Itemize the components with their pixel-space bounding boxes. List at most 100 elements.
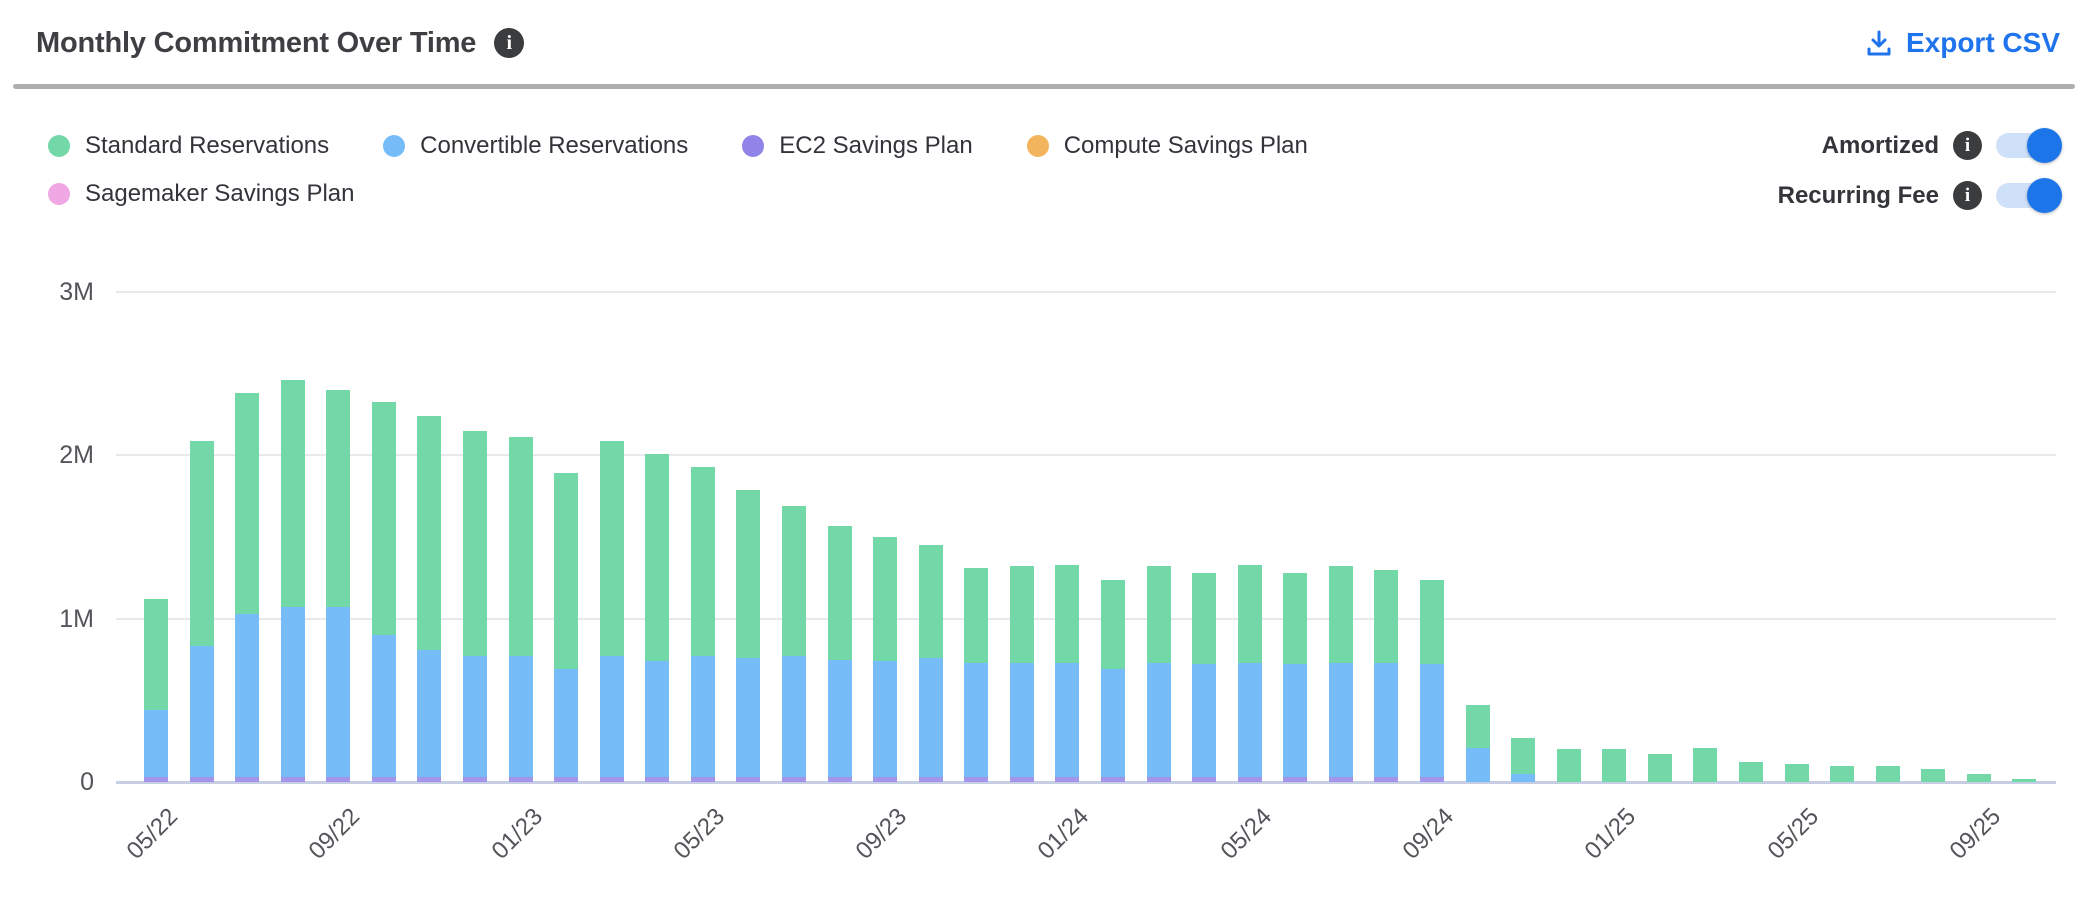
bar-segment-ec2-savings-plan-02-23	[554, 777, 579, 782]
x-axis-tick-label: 01/25	[1579, 803, 1642, 865]
bar-segment-standard-reservations-06-23	[736, 489, 761, 658]
bar-segment-standard-reservations-09-22	[326, 390, 351, 608]
toggle-group: Amortized i Recurring Fee i	[1778, 128, 2062, 213]
bar-segment-convertible-reservations-10-24	[1465, 747, 1490, 782]
legend-dot-icon	[48, 134, 70, 157]
title-info-icon[interactable]: i	[494, 28, 525, 58]
bar-segment-convertible-reservations-05-24	[1237, 662, 1262, 778]
x-axis-tick-label: 05/22	[121, 803, 184, 865]
bar-segment-convertible-reservations-10-22	[371, 635, 396, 778]
y-axis-tick-label: 3M	[59, 278, 94, 307]
toggle-label: Amortized	[1821, 131, 1939, 159]
bar-segment-ec2-savings-plan-08-22	[280, 777, 305, 782]
toggle-switch-amortized[interactable]	[1996, 128, 2062, 163]
toggle-label: Recurring Fee	[1777, 181, 1939, 209]
x-axis-tick-label: 05/25	[1762, 803, 1824, 865]
y-axis-tick-label: 2M	[59, 441, 94, 470]
bar-segment-standard-reservations-08-23	[827, 525, 852, 660]
info-icon[interactable]: i	[1953, 131, 1982, 160]
bar-segment-convertible-reservations-09-22	[326, 607, 351, 778]
bar-segment-standard-reservations-09-23	[873, 537, 898, 662]
bar-segment-standard-reservations-07-25	[1875, 765, 1900, 782]
x-axis-tick-label: 05/24	[1215, 803, 1277, 865]
bar-segment-ec2-savings-plan-11-22	[417, 777, 442, 782]
legend-item-compute-savings-plan[interactable]: Compute Savings Plan	[1026, 130, 1308, 161]
legend-item-sagemaker-savings-plan[interactable]: Sagemaker Savings Plan	[48, 178, 354, 209]
bar-segment-standard-reservations-08-22	[280, 380, 305, 608]
bar-segment-standard-reservations-11-24	[1511, 737, 1536, 774]
bar-segment-standard-reservations-11-23	[964, 568, 989, 663]
x-axis-tick-label: 05/23	[668, 803, 730, 865]
legend-label: Standard Reservations	[85, 131, 330, 159]
bar-segment-standard-reservations-08-24	[1374, 569, 1399, 663]
bar-segment-ec2-savings-plan-09-23	[873, 777, 898, 782]
y-gridline	[116, 291, 2056, 294]
bar-segment-ec2-savings-plan-03-24	[1146, 777, 1171, 782]
bar-segment-standard-reservations-07-23	[781, 506, 806, 657]
bar-segment-ec2-savings-plan-06-22	[189, 777, 214, 782]
legend-item-standard-reservations[interactable]: Standard Reservations	[48, 130, 329, 161]
bar-segment-convertible-reservations-07-23	[781, 656, 806, 778]
info-icon[interactable]: i	[1953, 181, 1982, 210]
bar-segment-standard-reservations-10-24	[1465, 705, 1490, 748]
bar-segment-ec2-savings-plan-05-23	[690, 777, 715, 782]
bar-segment-standard-reservations-10-23	[918, 545, 943, 658]
bar-segment-ec2-savings-plan-07-23	[781, 777, 806, 782]
title-wrap: Monthly Commitment Over Time i	[36, 0, 525, 86]
bar-segment-ec2-savings-plan-10-22	[371, 777, 396, 782]
bar-segment-standard-reservations-02-23	[554, 473, 579, 670]
bar-segment-standard-reservations-03-25	[1693, 747, 1718, 782]
x-axis-tick-label: 09/25	[1944, 803, 2006, 865]
bar-segment-standard-reservations-12-24	[1556, 749, 1581, 782]
x-axis-line	[116, 781, 2056, 784]
bar-segment-ec2-savings-plan-08-23	[827, 777, 852, 782]
bar-segment-ec2-savings-plan-09-22	[326, 777, 351, 782]
bar-segment-convertible-reservations-12-23	[1009, 662, 1034, 778]
bar-segment-standard-reservations-05-22	[144, 599, 168, 711]
bar-segment-standard-reservations-04-24	[1192, 572, 1217, 665]
export-csv-button[interactable]: Export CSV	[1864, 0, 2060, 86]
bar-segment-standard-reservations-05-24	[1237, 564, 1262, 663]
legend: Standard Reservations Convertible Reserva…	[48, 130, 1388, 209]
bar-segment-standard-reservations-02-25	[1647, 754, 1672, 782]
bar-segment-standard-reservations-01-24	[1055, 564, 1080, 663]
bar-segment-standard-reservations-12-23	[1009, 566, 1034, 663]
bar-segment-standard-reservations-10-25	[2012, 778, 2037, 782]
bar-segment-convertible-reservations-04-24	[1192, 664, 1217, 778]
toggle-row-amortized: Amortized i	[1822, 128, 2062, 163]
bar-segment-convertible-reservations-07-24	[1328, 662, 1353, 778]
bar-segment-ec2-savings-plan-09-24	[1419, 777, 1444, 782]
bar-segment-convertible-reservations-09-23	[873, 661, 898, 778]
page-title: Monthly Commitment Over Time	[36, 26, 477, 59]
bar-segment-ec2-savings-plan-07-22	[235, 777, 260, 782]
toggle-switch-recurring-fee[interactable]	[1996, 178, 2062, 213]
legend-label: Compute Savings Plan	[1063, 131, 1308, 159]
bar-segment-ec2-savings-plan-02-24	[1100, 777, 1125, 782]
bar-segment-convertible-reservations-02-23	[554, 669, 579, 778]
x-axis-tick-label: 01/23	[486, 803, 548, 865]
bar-segment-convertible-reservations-03-23	[599, 656, 624, 778]
legend-item-convertible-reservations[interactable]: Convertible Reservations	[383, 130, 688, 161]
bar-segment-ec2-savings-plan-03-23	[599, 777, 624, 782]
bar-segment-ec2-savings-plan-05-24	[1237, 777, 1262, 782]
bar-segment-standard-reservations-06-25	[1830, 765, 1855, 782]
header-divider	[13, 84, 2075, 89]
bar-segment-convertible-reservations-04-23	[645, 661, 670, 778]
bar-segment-standard-reservations-06-24	[1283, 572, 1308, 665]
bar-segment-standard-reservations-01-23	[508, 437, 533, 657]
legend-label: Convertible Reservations	[420, 131, 689, 159]
bar-segment-convertible-reservations-01-23	[508, 656, 533, 778]
bar-segment-convertible-reservations-05-22	[144, 710, 168, 778]
bar-segment-convertible-reservations-08-24	[1374, 662, 1399, 778]
bar-segment-standard-reservations-05-25	[1784, 764, 1809, 782]
legend-item-ec2-savings-plan[interactable]: EC2 Savings Plan	[742, 130, 973, 161]
bar-segment-convertible-reservations-11-24	[1511, 773, 1536, 782]
bar-segment-convertible-reservations-03-24	[1146, 662, 1171, 778]
bar-segment-ec2-savings-plan-04-24	[1192, 777, 1217, 782]
bar-segment-convertible-reservations-09-24	[1419, 664, 1444, 778]
bar-segment-convertible-reservations-06-24	[1283, 664, 1308, 778]
bar-segment-convertible-reservations-08-22	[280, 607, 305, 778]
toggle-knob	[2027, 128, 2062, 163]
bar-segment-standard-reservations-09-25	[1966, 773, 1991, 782]
